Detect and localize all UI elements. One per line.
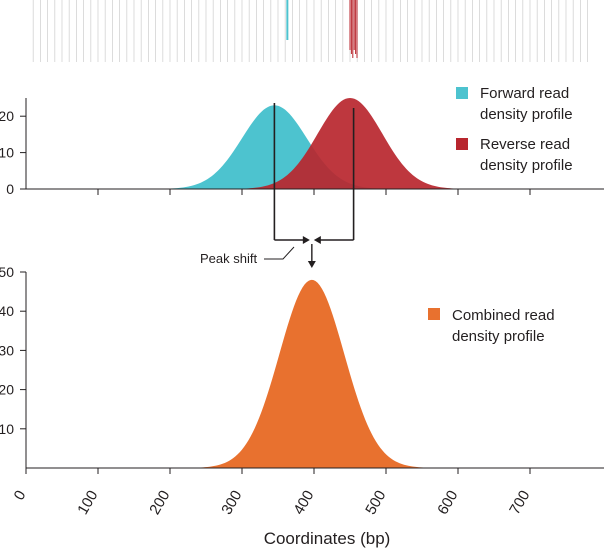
peak-shift-annotation: Peak shift — [200, 236, 354, 268]
top-y-tick-label: 10 — [0, 145, 14, 161]
x-tick-label: 200 — [146, 488, 173, 518]
x-tick-label: 0 — [11, 488, 30, 504]
legend: Forward read density profile Reverse rea… — [428, 85, 573, 345]
combined-density-area — [26, 279, 588, 468]
x-axis-label: Coordinates (bp) — [264, 529, 391, 548]
peak-shift-leader — [264, 246, 295, 260]
top-y-tick-label: 20 — [0, 108, 14, 124]
x-tick-label: 400 — [290, 488, 317, 518]
reverse-density-area — [26, 98, 588, 189]
bottom-y-tick-label: 10 — [0, 421, 14, 437]
top-y-tick-label: 0 — [6, 181, 14, 197]
forward-density-area — [26, 105, 588, 189]
legend-reverse-line1: Reverse read — [480, 136, 570, 153]
legend-forward-line1: Forward read — [480, 85, 569, 102]
bottom-y-tick-label: 20 — [0, 382, 14, 398]
legend-combined-line2: density profile — [452, 328, 545, 345]
legend-forward-line2: density profile — [480, 106, 573, 123]
bottom-y-tick-label: 40 — [0, 303, 14, 319]
bottom-y-tick-label: 30 — [0, 342, 14, 358]
strand-density-panel: 20 10 0 — [0, 98, 604, 240]
x-tick-label: 600 — [434, 488, 461, 518]
legend-combined-line1: Combined read — [452, 307, 555, 324]
shift-arrowhead-down — [307, 261, 316, 268]
x-tick-label: 100 — [74, 488, 101, 518]
legend-swatch-reverse — [456, 138, 468, 150]
legend-swatch-combined — [428, 308, 440, 320]
legend-swatch-forward — [456, 87, 468, 99]
x-tick-label: 700 — [506, 488, 533, 518]
shift-arrowhead-left — [302, 236, 310, 244]
read-ticks — [32, 0, 588, 62]
bottom-y-tick-label: 50 — [0, 264, 14, 280]
x-tick-label: 300 — [218, 488, 245, 518]
peak-shift-label: Peak shift — [200, 251, 257, 266]
legend-reverse-line2: density profile — [480, 157, 573, 174]
shift-arrowhead-right — [313, 236, 321, 244]
x-tick-label: 500 — [362, 488, 389, 518]
